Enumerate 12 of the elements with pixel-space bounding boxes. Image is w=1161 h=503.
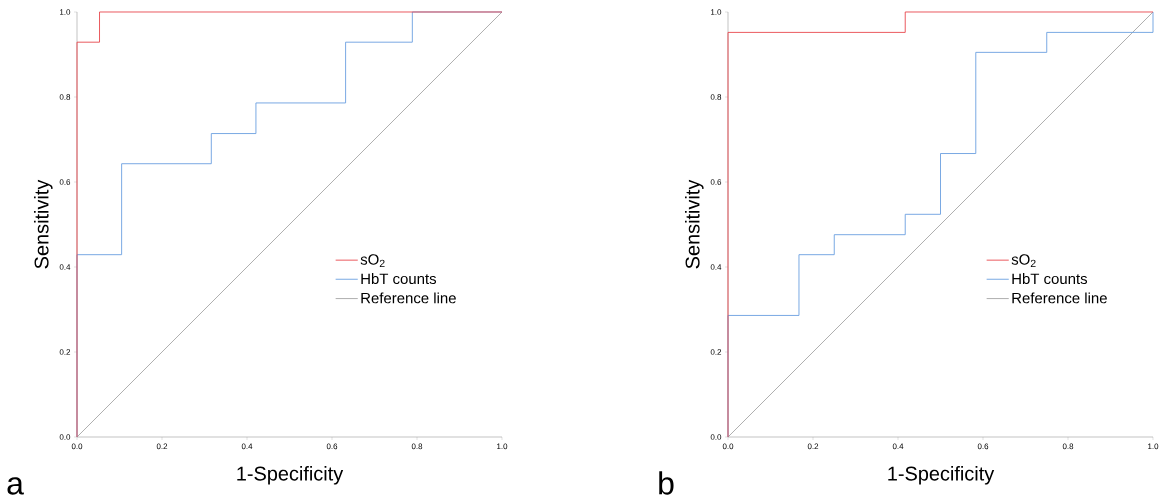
legend-label: Reference line	[1012, 292, 1107, 304]
x-axis-title: 1-Specificity	[888, 466, 995, 485]
y-axis-title: Sensitivity	[33, 179, 53, 269]
y-axis-title: Sensitivity	[685, 179, 704, 269]
legend-label: sO$_{2}$	[1011, 254, 1036, 267]
legend-label: Reference line	[361, 292, 456, 304]
x-axis-title: 1-Specificity	[237, 466, 344, 485]
legend-label: HbT counts	[361, 273, 437, 285]
legend-label: HbT counts	[1012, 273, 1088, 285]
text: b	[659, 471, 674, 495]
text: a	[7, 477, 24, 495]
legend-label: sO$_{2}$	[360, 254, 385, 267]
